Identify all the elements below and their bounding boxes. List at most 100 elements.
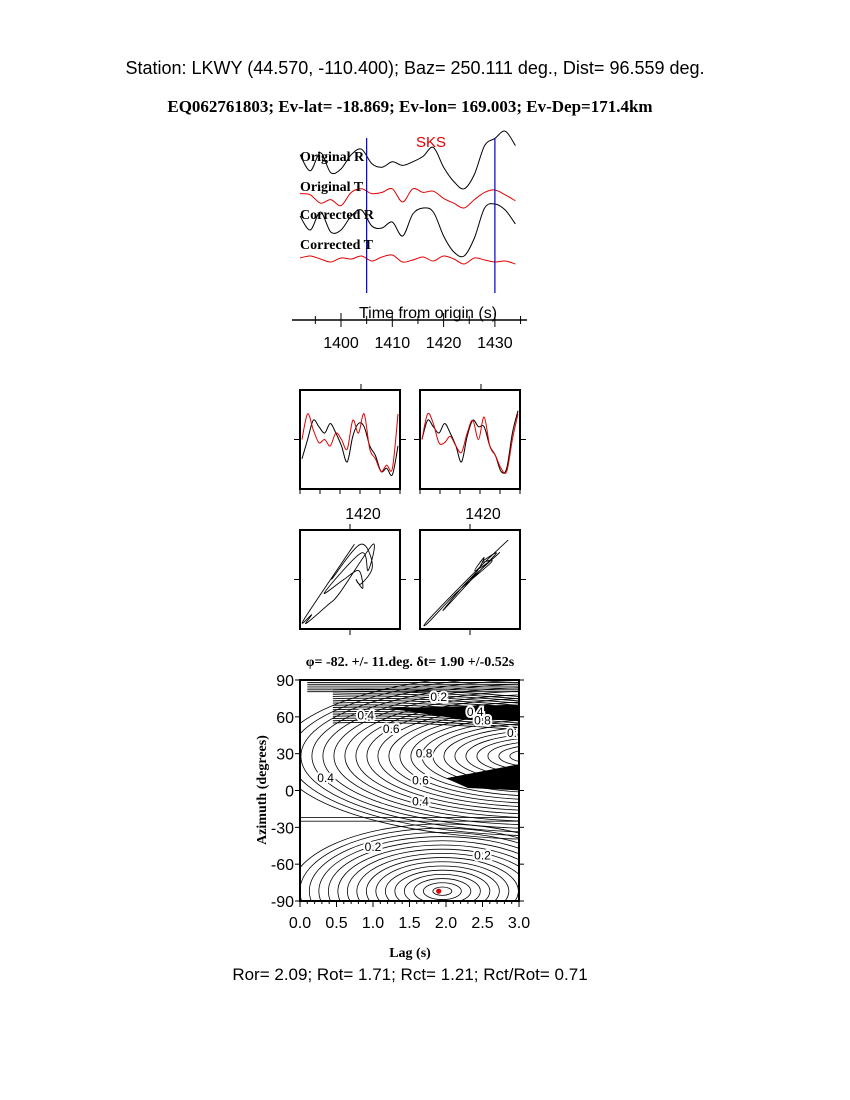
contour-title: φ= -82. +/- 11.deg. δt= 1.90 +/-0.52s — [306, 655, 515, 670]
contour-ylabel: Azimuth (degrees) — [255, 735, 270, 845]
waveform-tick-label-2: 1420 — [465, 506, 501, 523]
time-tick-label: 1430 — [477, 335, 513, 352]
contour-line — [308, 831, 519, 901]
particle-motion-curve — [423, 539, 509, 627]
contour-line — [332, 697, 519, 706]
contour-line — [346, 848, 519, 901]
x-tick-label: 1.0 — [362, 915, 384, 932]
waveform-box-1 — [299, 389, 401, 490]
contour-label: 0.4 — [412, 795, 429, 809]
fast-waveform — [421, 410, 519, 474]
contour-line — [443, 727, 519, 785]
x-tick-label: 3.0 — [508, 915, 530, 932]
y-tick-label: -30 — [271, 820, 294, 837]
contour-label: 0.2 — [474, 849, 491, 863]
trace-panel — [299, 130, 516, 293]
contour-dense-fill — [387, 704, 519, 721]
contour-label: 0.8 — [507, 726, 524, 740]
slow-waveform — [301, 413, 399, 473]
trace-original-t — [299, 187, 516, 209]
contour-line — [509, 750, 519, 762]
contour-dense-fill — [446, 764, 519, 791]
time-axis-label: Time from origin (s) — [359, 305, 497, 322]
contour-line — [332, 693, 519, 702]
contour-plot: 0.20.40.80.40.6 0.80.80.4 0.60.40.20.29060… — [271, 673, 530, 932]
contour-line — [403, 873, 481, 901]
contour-line — [476, 738, 519, 774]
contour-line — [432, 886, 453, 896]
x-tick-label: 2.5 — [471, 915, 493, 932]
event-info: EQ062761803; Ev-lat= -18.869; Ev-lon= 16… — [167, 97, 653, 116]
trace-label-original-t: Original T — [300, 180, 364, 195]
contour-line — [384, 865, 500, 901]
time-axis: 1400 1410 1420 1430 — [292, 313, 527, 352]
waveform-tick-label-1: 1420 — [345, 506, 381, 523]
contour-line — [432, 723, 519, 789]
contour-xlabel: Lag (s) — [389, 946, 431, 961]
y-tick-label: 0 — [285, 784, 294, 801]
phase-label: SKS — [416, 134, 446, 151]
contour-line — [318, 836, 519, 901]
contour-line — [355, 698, 519, 815]
particle-motion-box-1 — [299, 529, 401, 630]
contour-line — [311, 683, 519, 829]
contour-line — [421, 719, 519, 793]
contour-line — [300, 827, 519, 901]
contour-line — [332, 695, 519, 704]
contour-line — [377, 705, 519, 807]
time-tick-label: 1400 — [323, 335, 359, 352]
trace-label-corrected-t: Corrected T — [300, 238, 374, 253]
y-tick-label: 60 — [276, 710, 294, 727]
contour-line — [422, 882, 462, 900]
contour-line — [413, 878, 472, 901]
time-tick-label: 1410 — [375, 335, 411, 352]
trace-label-corrected-r: Corrected R — [300, 208, 375, 223]
y-tick-label: 30 — [276, 747, 294, 764]
best-fit-marker — [436, 888, 442, 894]
x-tick-label: 0.5 — [325, 915, 347, 932]
contour-label: 0.4 — [467, 705, 484, 719]
particle-motion-curve — [301, 543, 375, 625]
contour-line — [332, 722, 519, 731]
contour-lines: 0.20.40.80.40.6 0.80.80.4 0.60.40.20.2 — [300, 680, 524, 901]
contour-line — [344, 694, 519, 818]
waveform-panels — [294, 384, 526, 494]
contour-line — [322, 687, 519, 825]
y-tick-label: -90 — [271, 894, 294, 911]
slow-waveform — [421, 412, 519, 474]
trace-corrected-t — [299, 254, 516, 265]
contour-line — [300, 823, 519, 869]
ratio-summary: Ror= 2.09; Rot= 1.71; Rct= 1.21; Rct/Rot… — [232, 965, 588, 984]
contour-line — [498, 746, 519, 767]
contour-label: 0.4 — [357, 709, 374, 723]
contour-line — [410, 716, 519, 796]
contour-line — [366, 701, 519, 811]
contour-line — [375, 861, 510, 901]
y-tick-label: 90 — [276, 673, 294, 690]
station-info: Station: LKWY (44.570, -110.400); Baz= 2… — [125, 58, 705, 78]
contour-label: 0.4 — [317, 771, 334, 785]
contour-line — [399, 712, 519, 800]
contour-line — [356, 852, 519, 901]
contour-line — [465, 734, 519, 778]
contour-line — [332, 719, 519, 728]
waveform-box-2 — [419, 389, 521, 490]
time-tick-label: 1420 — [426, 335, 462, 352]
contour-line — [388, 709, 519, 804]
contour-line — [487, 742, 519, 771]
contour-line — [454, 730, 519, 782]
contour-line — [332, 717, 519, 726]
x-tick-label: 1.5 — [398, 915, 420, 932]
contour-label: 0.2 — [430, 690, 447, 704]
trace-corrected-r — [299, 203, 516, 258]
trace-original-r — [299, 130, 516, 190]
x-tick-label: 0.0 — [289, 915, 311, 932]
particle-motion-panels — [294, 524, 526, 635]
contour-label: 0.6 — [383, 722, 400, 736]
contour-line — [300, 817, 519, 822]
fast-waveform — [301, 419, 399, 477]
contour-label: 0.2 — [365, 840, 382, 854]
contour-label: 0.8 — [416, 747, 433, 761]
x-tick-label: 2.0 — [435, 915, 457, 932]
contour-line — [337, 844, 519, 901]
